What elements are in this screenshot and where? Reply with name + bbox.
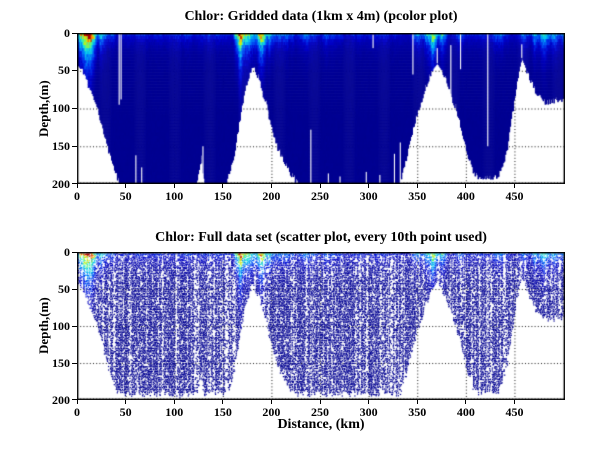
y-tick-mark (72, 398, 77, 400)
x-tick-mark (270, 184, 272, 188)
x-tick-mark (270, 400, 272, 404)
y-tick-label: 100 (52, 318, 70, 333)
x-tick-label: 350 (408, 405, 427, 419)
x-tick-mark (513, 400, 515, 404)
y-tick-mark (72, 288, 77, 290)
y-tick-label: 150 (52, 138, 70, 153)
x-tick-mark (465, 184, 467, 188)
x-tick-mark (76, 184, 78, 188)
pcolor-plot-canvas (77, 33, 565, 184)
x-tick-label: 200 (262, 189, 281, 203)
y-tick-label: 0 (64, 244, 70, 259)
x-tick-label: 300 (359, 189, 378, 203)
x-tick-label: 400 (456, 405, 475, 419)
y-tick-mark (72, 362, 77, 364)
y-tick-label: 200 (52, 392, 70, 407)
x-tick-label: 50 (119, 189, 132, 203)
y-tick-mark (72, 70, 77, 72)
x-tick-mark (319, 400, 321, 404)
x-tick-mark (173, 184, 175, 188)
y-tick-label: 100 (52, 101, 70, 115)
x-tick-mark (513, 184, 515, 188)
x-tick-mark (416, 400, 418, 404)
x-tick-label: 250 (311, 405, 330, 419)
y-tick-mark (72, 32, 77, 34)
x-tick-mark (173, 400, 175, 404)
x-tick-mark (222, 184, 224, 188)
x-tick-label: 100 (165, 189, 184, 203)
scatter-plot-canvas (77, 252, 565, 400)
x-tick-mark (368, 184, 370, 188)
x-tick-mark (368, 400, 370, 404)
y-tick-mark (72, 182, 77, 184)
x-tick-label: 150 (213, 189, 232, 203)
x-tick-mark (465, 400, 467, 404)
x-tick-mark (76, 400, 78, 404)
x-tick-mark (222, 400, 224, 404)
y-tick-label: 50 (58, 281, 70, 296)
x-tick-mark (319, 184, 321, 188)
y-tick-label: 150 (52, 355, 70, 370)
x-tick-label: 0 (74, 405, 80, 419)
x-tick-label: 400 (456, 189, 475, 203)
x-axis-label: Distance, (km) (277, 417, 365, 432)
x-tick-label: 450 (505, 405, 524, 419)
x-tick-label: 0 (74, 189, 80, 203)
x-tick-mark (125, 184, 127, 188)
y-tick-mark (72, 108, 77, 109)
x-tick-label: 150 (213, 405, 232, 419)
y-tick-mark (72, 251, 77, 253)
x-tick-label: 200 (262, 405, 281, 419)
y-tick-label: 50 (58, 63, 70, 78)
y-tick-mark (72, 325, 77, 327)
scatter-plot-title: Chlor: Full data set (scatter plot, ever… (155, 230, 487, 245)
x-tick-mark (416, 184, 418, 188)
x-tick-label: 100 (165, 405, 184, 419)
x-tick-label: 450 (505, 189, 524, 203)
x-tick-label: 300 (359, 405, 378, 419)
x-tick-mark (125, 400, 127, 404)
y-tick-mark (72, 145, 77, 147)
pcolor-plot-title: Chlor: Gridded data (1km x 4m) (pcolor p… (184, 9, 458, 24)
y-tick-label: 0 (64, 25, 70, 40)
x-tick-label: 250 (311, 189, 330, 203)
y-tick-label: 200 (52, 176, 70, 191)
x-tick-label: 50 (119, 405, 132, 419)
x-tick-label: 350 (408, 189, 427, 203)
